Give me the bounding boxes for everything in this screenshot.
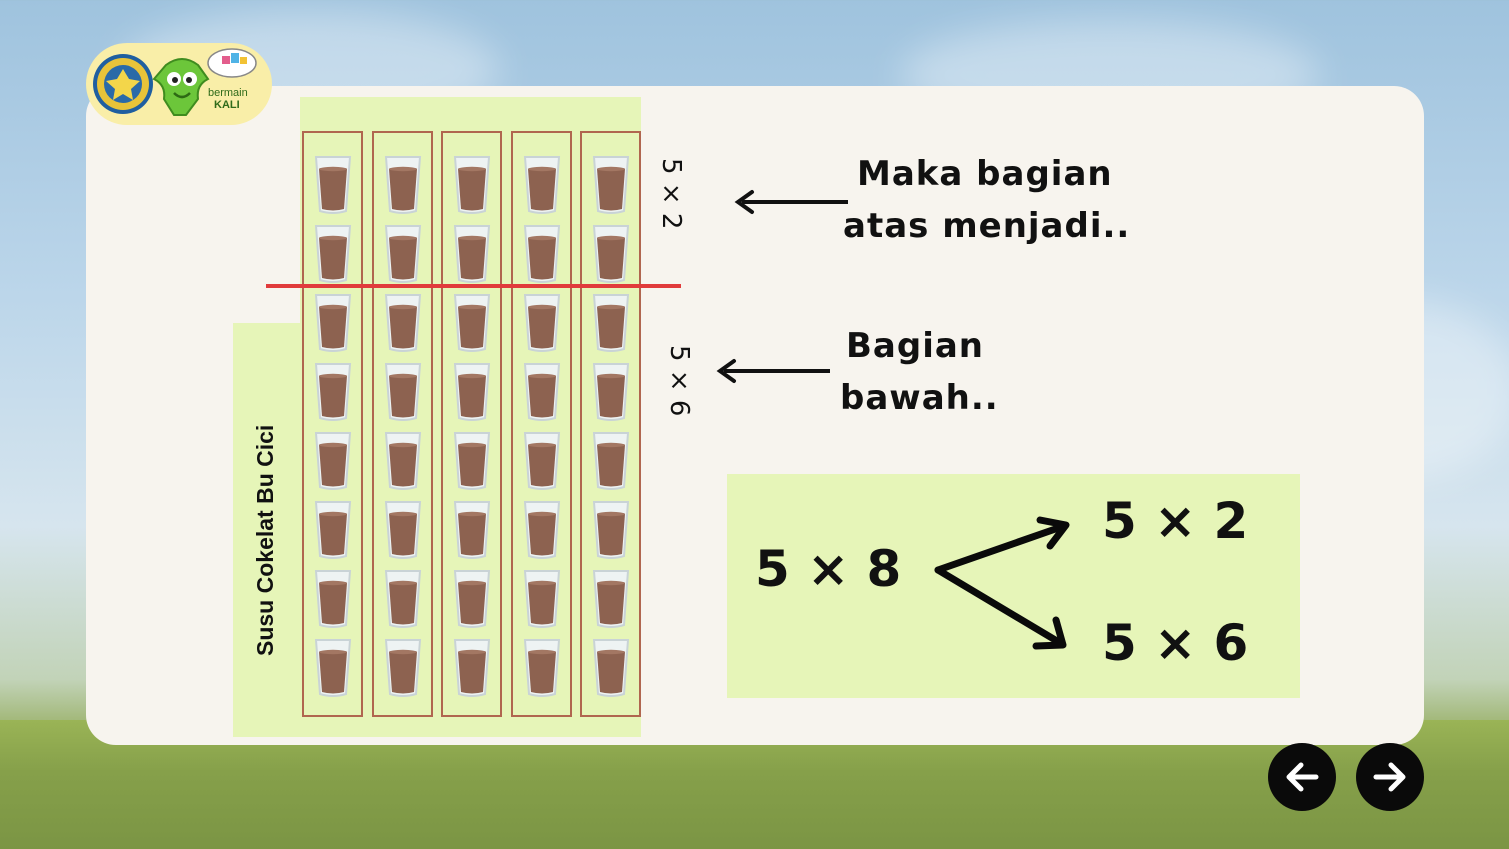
glass-icon: [592, 156, 630, 214]
glass-icon: [453, 225, 491, 283]
glass-icon: [453, 294, 491, 352]
glass-icon: [384, 156, 422, 214]
split-line: [266, 284, 681, 288]
note-bottom-line-2: bawah..: [840, 378, 999, 418]
product-label: Susu Cokelat Bu Cici: [252, 424, 278, 656]
glass-icon: [592, 501, 630, 559]
glass-icon: [592, 363, 630, 421]
note-top-line-1: Maka bagian: [857, 154, 1113, 194]
glass-icon: [384, 363, 422, 421]
glass-icon: [592, 294, 630, 352]
glass-icon: [453, 501, 491, 559]
brand-line-1: bermain: [208, 87, 248, 99]
glass-icon: [384, 225, 422, 283]
glass-icon: [592, 570, 630, 628]
glass-icon: [523, 639, 561, 697]
split-arrows-icon: [934, 516, 1070, 650]
glass-icon: [314, 363, 352, 421]
glass-icon: [523, 363, 561, 421]
glass-icon: [523, 570, 561, 628]
glass-icon: [523, 225, 561, 283]
prev-button[interactable]: [1268, 743, 1336, 811]
glass-icon: [592, 225, 630, 283]
glass-column: [580, 131, 641, 717]
arrow-left-icon: [1286, 762, 1319, 792]
glass-icon: [592, 639, 630, 697]
arrow-left-icon: [716, 359, 830, 383]
glass-icon: [453, 570, 491, 628]
whole-expression: 5 × 8: [755, 540, 902, 598]
bottom-group-label: 5 × 6: [664, 345, 694, 417]
glass-icon: [314, 225, 352, 283]
next-button[interactable]: [1356, 743, 1424, 811]
glass-icon: [523, 501, 561, 559]
note-top-line-2: atas menjadi..: [843, 206, 1131, 246]
logo-graphic: [93, 48, 257, 116]
side-label-panel: [233, 323, 303, 737]
note-bottom-line-1: Bagian: [846, 326, 984, 366]
glass-icon: [384, 570, 422, 628]
glass-column: [511, 131, 572, 717]
glass-icon: [314, 432, 352, 490]
arrow-right-icon: [1373, 762, 1406, 792]
glass-icon: [384, 294, 422, 352]
top-part-expression: 5 × 2: [1102, 492, 1249, 550]
glass-icon: [453, 639, 491, 697]
glass-icon: [314, 570, 352, 628]
glass-column: [302, 131, 363, 717]
glass-icon: [314, 156, 352, 214]
glass-column: [372, 131, 433, 717]
glass-icon: [453, 432, 491, 490]
brand-line-2: KALI: [214, 99, 240, 111]
decomposition-panel: [727, 474, 1300, 698]
glass-column: [441, 131, 502, 717]
glass-icon: [453, 363, 491, 421]
glass-icon: [384, 432, 422, 490]
glass-icon: [592, 432, 630, 490]
glass-icon: [314, 501, 352, 559]
glass-icon: [523, 156, 561, 214]
glass-icon: [384, 501, 422, 559]
glass-icon: [523, 432, 561, 490]
glass-icon: [523, 294, 561, 352]
logo-badge: bermain KALI: [86, 43, 272, 125]
glass-icon: [314, 294, 352, 352]
bottom-part-expression: 5 × 6: [1102, 614, 1249, 672]
note-bottom: Bagian bawah..: [840, 320, 999, 424]
arrow-left-icon: [734, 190, 848, 214]
glass-icon: [314, 639, 352, 697]
top-group-label: 5 × 2: [656, 158, 686, 230]
glass-icon: [453, 156, 491, 214]
note-top: Maka bagian atas menjadi..: [843, 148, 1130, 252]
glass-icon: [384, 639, 422, 697]
